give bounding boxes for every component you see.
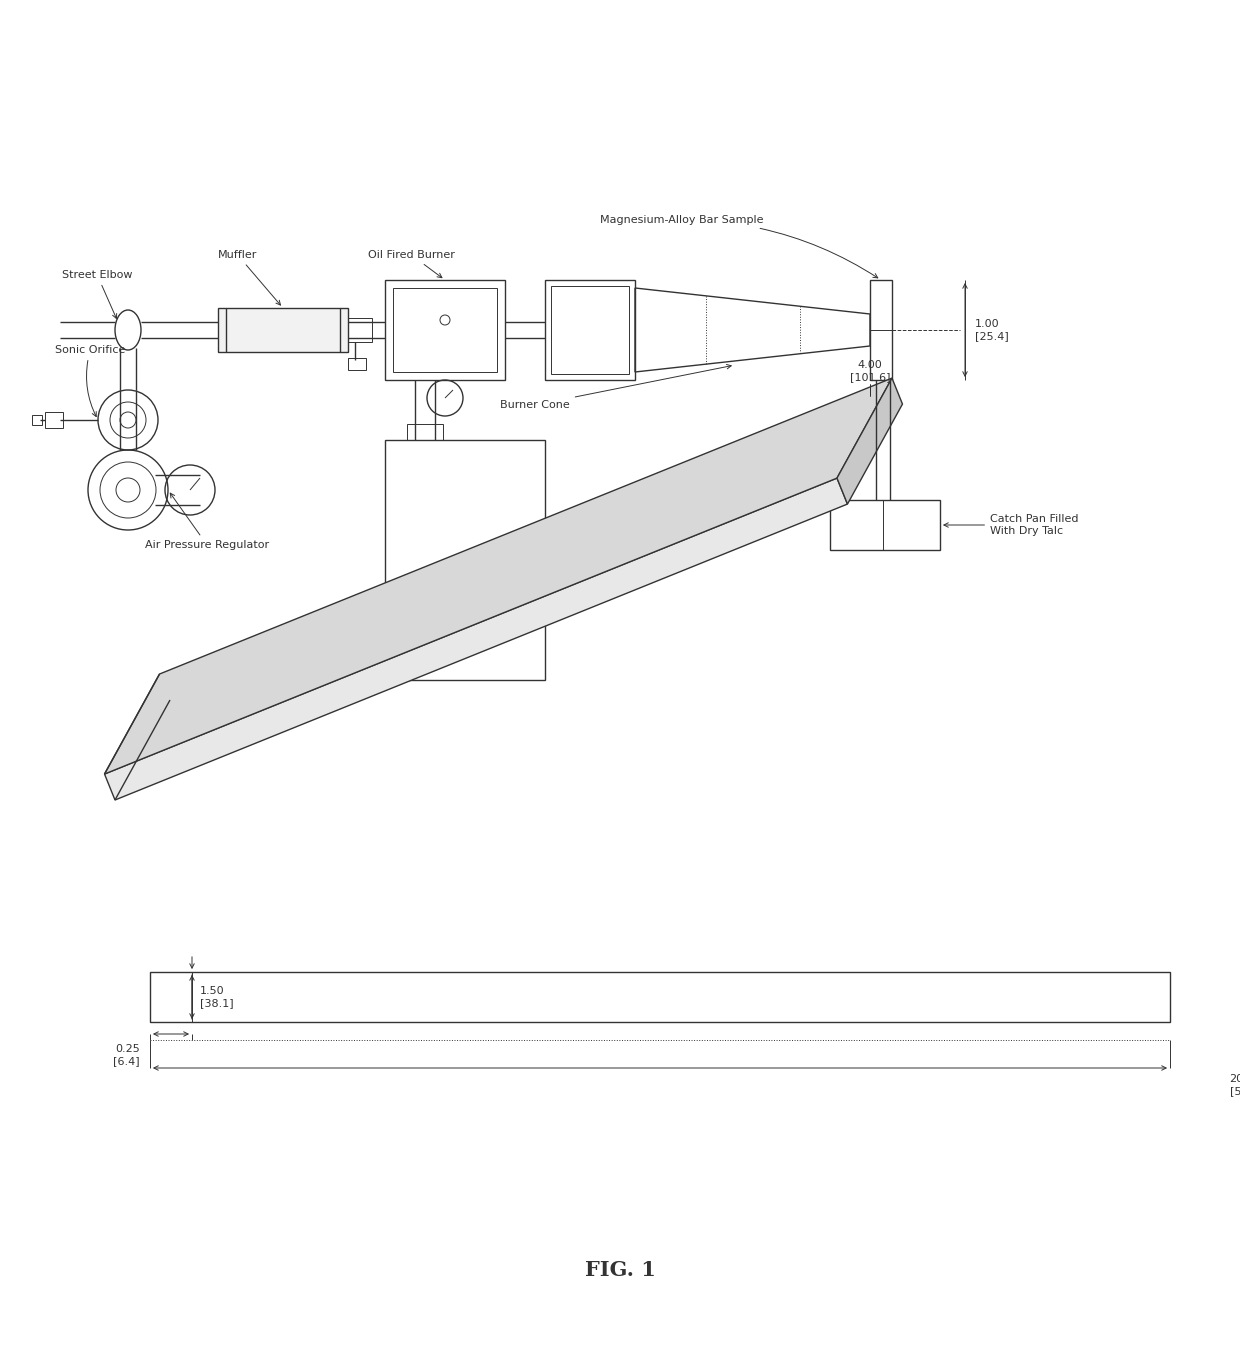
Text: Street Elbow: Street Elbow	[62, 270, 133, 318]
Text: Magnesium-Alloy Bar Sample: Magnesium-Alloy Bar Sample	[600, 215, 878, 278]
Text: 20.00
[508]: 20.00 [508]	[1229, 1074, 1240, 1096]
Bar	[150, 971, 1171, 1022]
Bar	[407, 423, 443, 440]
Bar	[32, 415, 42, 425]
Text: Burner Cone: Burner Cone	[500, 364, 732, 410]
Bar	[551, 286, 629, 374]
Bar	[546, 279, 635, 379]
Bar	[393, 288, 497, 373]
Text: 1.00
[25.4]: 1.00 [25.4]	[975, 319, 1009, 341]
Text: Catch Pan Filled
With Dry Talc: Catch Pan Filled With Dry Talc	[944, 514, 1079, 536]
Text: FIG. 1: FIG. 1	[584, 1260, 656, 1280]
Text: 4.00
[101.6]: 4.00 [101.6]	[849, 360, 890, 382]
Text: 0.25
[6.4]: 0.25 [6.4]	[113, 1044, 140, 1066]
Polygon shape	[837, 378, 903, 504]
Bar	[384, 279, 505, 379]
Bar	[218, 308, 348, 352]
Bar	[348, 318, 372, 342]
Text: 1.50
[38.1]: 1.50 [38.1]	[200, 986, 233, 1008]
Bar	[384, 440, 546, 680]
Bar	[830, 500, 940, 549]
Text: Oil Fired Burner: Oil Fired Burner	[368, 249, 455, 278]
Text: Air Pressure Regulator: Air Pressure Regulator	[145, 493, 269, 549]
Text: Sonic Orifice: Sonic Orifice	[55, 345, 125, 416]
Text: Muffler: Muffler	[218, 249, 280, 306]
Bar	[870, 279, 892, 379]
Polygon shape	[104, 378, 892, 774]
Bar	[45, 412, 63, 427]
Polygon shape	[104, 478, 847, 800]
Bar	[348, 358, 366, 370]
